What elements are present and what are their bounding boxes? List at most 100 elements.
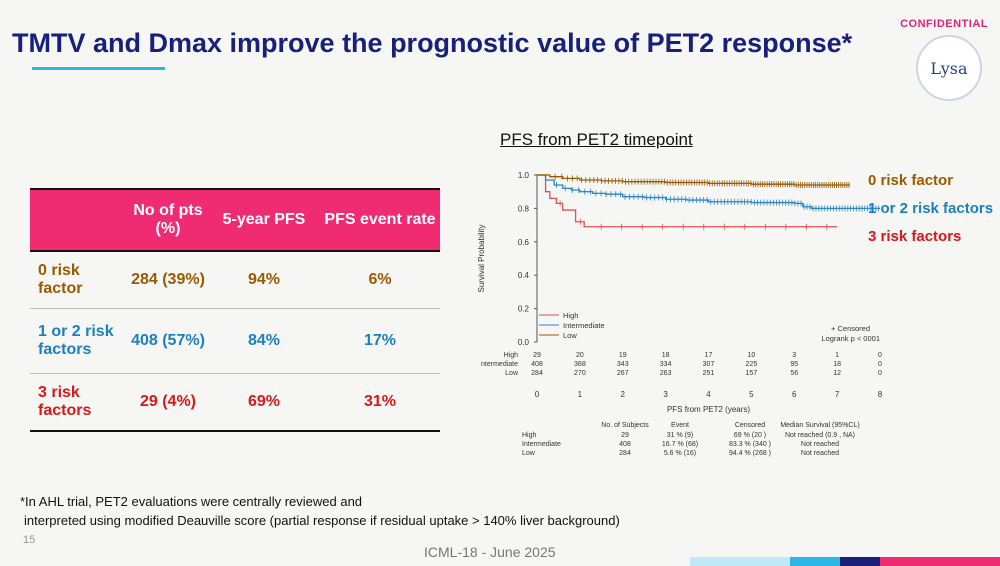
footer-bar (790, 557, 840, 566)
y-tick-label: 1.0 (518, 171, 530, 180)
at-risk-group: High (504, 352, 519, 359)
at-risk-value: 10 (747, 352, 755, 359)
row-pts: 29 (4%) (139, 393, 197, 410)
summary-header: Median Survival (95%CL) (780, 422, 859, 429)
at-risk-value: 56 (790, 370, 798, 377)
at-risk-value: 307 (703, 361, 715, 368)
summary-value: 69 % (20 ) (734, 432, 766, 439)
y-tick-label: 0.2 (518, 305, 530, 314)
row-event-rate: 17% (363, 332, 397, 349)
summary-group: Low (522, 450, 536, 457)
at-risk-value: 1 (835, 352, 839, 359)
footnote-line-2: interpreted using modified Deauville sco… (24, 513, 620, 528)
curve-label-intermediate: 1 or 2 risk factors (868, 200, 994, 217)
header-event-rate: PFS event rate (324, 211, 436, 228)
table-row: 1 or 2 risk factors 408 (57%) 84% 17% (30, 309, 440, 374)
legend-label: High (563, 311, 578, 320)
survival-curve-high (537, 174, 838, 228)
y-tick-label: 0.6 (518, 238, 530, 247)
at-risk-value: 368 (574, 361, 586, 368)
row-group: 3 risk factors (38, 384, 92, 419)
at-risk-value: 0 (878, 352, 882, 359)
footer-text: ICML-18 - June 2025 (424, 544, 556, 560)
chart-title: PFS from PET2 timepoint (500, 130, 693, 149)
confidential-label: CONFIDENTIAL (900, 18, 988, 30)
summary-value: Not reached (0.9 , NA) (785, 432, 855, 439)
row-pts: 284 (39%) (131, 271, 205, 288)
at-risk-value: 29 (533, 352, 541, 359)
curve-label-low: 0 risk factor (868, 172, 954, 189)
at-risk-value: 18 (662, 352, 670, 359)
row-group: 0 risk factor (38, 262, 83, 297)
summary-value: 83.3 % (340 ) (729, 441, 771, 448)
at-risk-value: 0 (878, 370, 882, 377)
at-risk-group: ntermediate (481, 361, 518, 368)
at-risk-value: 343 (617, 361, 629, 368)
at-risk-value: 3 (792, 352, 796, 359)
km-survival-chart: 0.0 0.2 0.4 0.6 0.8 1.0 Survival Probability Hi… (477, 171, 883, 457)
at-risk-value: 17 (705, 352, 713, 359)
x-axis-label: PFS from PET2 (years) (667, 405, 750, 414)
x-tick-label: 3 (663, 390, 668, 399)
at-risk-value: 20 (576, 352, 584, 359)
row-event-rate: 6% (368, 271, 392, 288)
at-risk-value: 270 (574, 370, 586, 377)
at-risk-value: 0 (878, 361, 882, 368)
at-risk-value: 408 (531, 361, 543, 368)
x-tick-label: 4 (706, 390, 711, 399)
x-tick-label: 8 (878, 390, 883, 399)
row-pts: 408 (57%) (131, 332, 205, 349)
logo-text: Lysa (930, 59, 968, 78)
slide-title: TMTV and Dmax improve the prognostic val… (12, 28, 853, 58)
summary-value: Not reached (801, 441, 839, 448)
y-tick-label: 0.0 (518, 338, 530, 347)
at-risk-value: 284 (531, 370, 543, 377)
table-header-row: No of pts (%) 5-year PFS PFS event rate (30, 190, 440, 252)
row-pfs5: 69% (247, 393, 281, 410)
at-risk-value: 251 (703, 370, 715, 377)
footnote-line-1: *In AHL trial, PET2 evaluations were cen… (20, 494, 363, 509)
at-risk-value: 267 (617, 370, 629, 377)
curve-label-high: 3 risk factors (868, 228, 962, 245)
x-tick-label: 0 (535, 390, 540, 399)
x-tick-label: 1 (578, 390, 583, 399)
summary-group: Intermediate (522, 441, 561, 448)
y-axis-label: Survival Probability (477, 224, 486, 292)
summary-header: No. of Subjects (601, 422, 649, 429)
at-risk-value: 225 (746, 361, 758, 368)
logrank-note: Logrank p < 0001 (821, 334, 880, 343)
x-tick-label: 6 (792, 390, 797, 399)
censored-note: + Censored (831, 324, 870, 333)
y-tick-label: 0.8 (518, 204, 530, 213)
summary-value: 16.7 % (68) (662, 441, 698, 448)
at-risk-value: 12 (833, 370, 841, 377)
footnote: *In AHL trial, PET2 evaluations were cen… (20, 492, 620, 530)
risk-factor-table: No of pts (%) 5-year PFS PFS event rate … (30, 188, 440, 432)
x-tick-label: 5 (749, 390, 754, 399)
footer-bar (880, 557, 1000, 566)
at-risk-value: 263 (660, 370, 672, 377)
summary-value: 5.6 % (16) (664, 450, 696, 457)
footer-bar (840, 557, 880, 566)
summary-group: High (522, 432, 537, 439)
legend-label: Intermediate (563, 321, 605, 330)
x-tick-label: 7 (835, 390, 840, 399)
summary-value: 408 (619, 441, 631, 448)
row-pfs5: 94% (247, 271, 281, 288)
lysa-logo: Lysa (916, 35, 982, 101)
at-risk-value: 95 (790, 361, 798, 368)
at-risk-value: 334 (660, 361, 672, 368)
footer-bar (690, 557, 790, 566)
table-row: 3 risk factors 29 (4%) 69% 31% (30, 374, 440, 430)
at-risk-group: Low (505, 370, 519, 377)
summary-value: 31 % (9) (667, 432, 693, 439)
survival-curve-low (537, 174, 850, 186)
title-underline (32, 67, 165, 70)
summary-header: Censored (735, 422, 765, 429)
summary-header: Event (671, 422, 689, 429)
summary-value: Not reached (801, 450, 839, 457)
page-number: 15 (23, 534, 36, 546)
at-risk-value: 157 (746, 370, 758, 377)
at-risk-value: 18 (833, 361, 841, 368)
at-risk-value: 19 (619, 352, 627, 359)
